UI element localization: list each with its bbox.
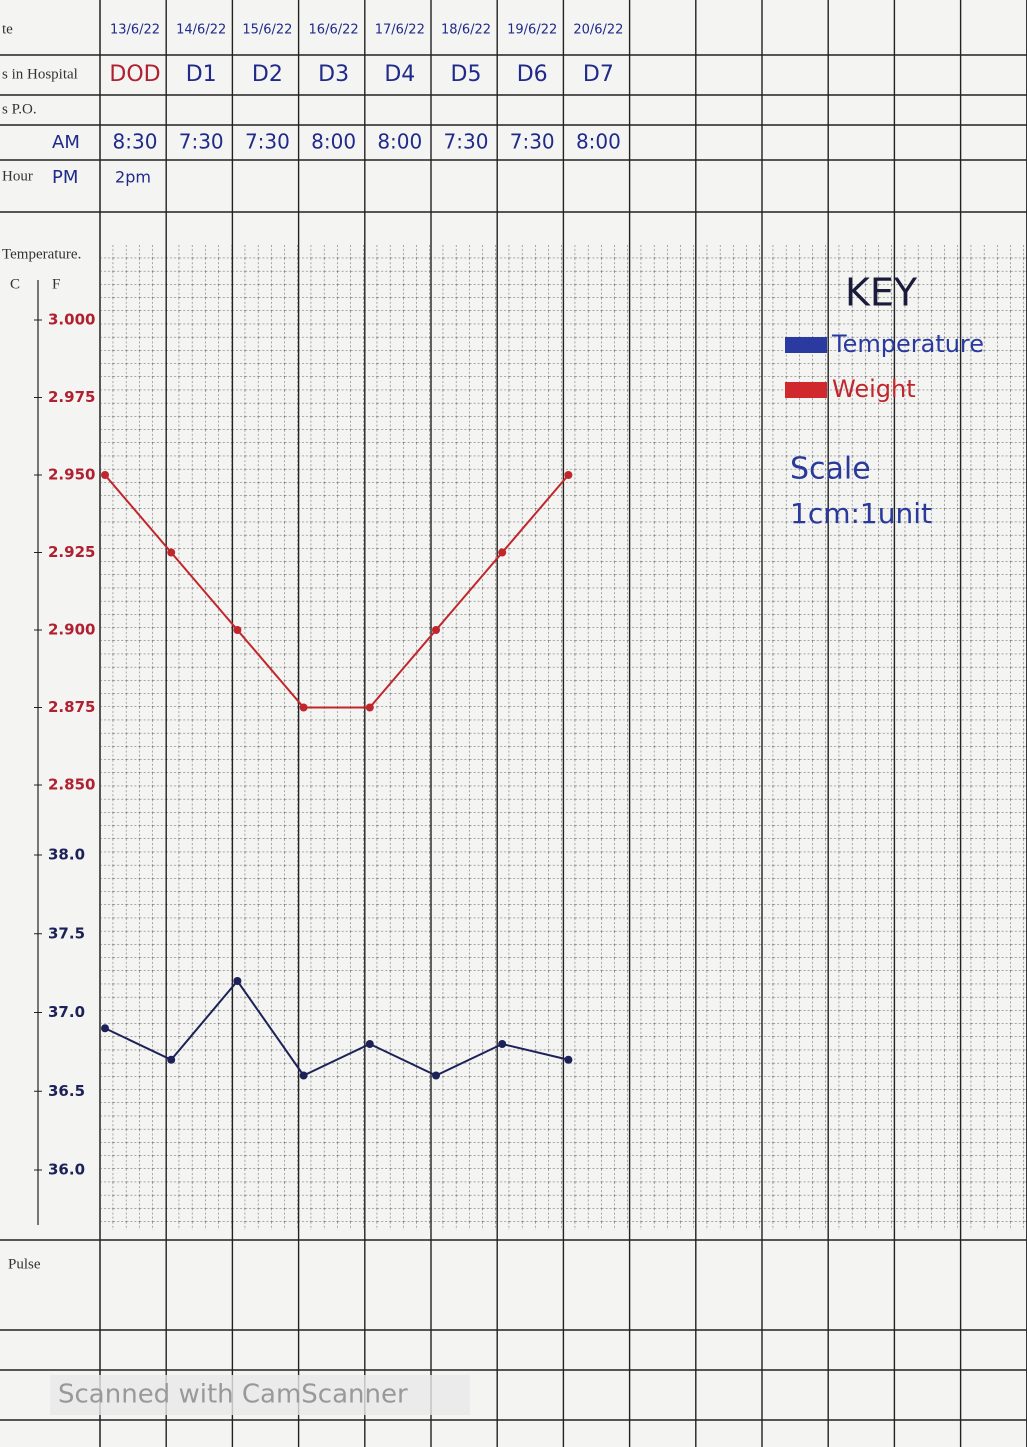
key-title: KEY [845,271,918,315]
watermark: Scanned with CamScanner [58,1380,408,1410]
point [432,1071,440,1080]
point [233,626,242,634]
point [101,471,109,479]
scale-title: Scale [790,452,871,487]
y-tick-label: 38.0 [48,846,85,864]
legend-label: Temperature [831,330,984,358]
y-tick-label: 37.5 [48,924,85,942]
day: D4 [384,62,415,87]
row-label: te [2,21,13,37]
date: 13/6/22 [110,23,160,38]
y-tick-label: 2.925 [48,543,95,561]
date: 19/6/22 [507,23,557,38]
point [564,471,573,479]
point [564,1055,573,1064]
y-tick-label: 36.0 [48,1161,85,1179]
hour-label: PM [52,167,78,188]
date: 17/6/22 [375,23,425,38]
pulse-label: Pulse [8,1256,41,1272]
point [365,703,374,712]
y-tick-label: 37.0 [48,1003,85,1021]
point [233,977,242,985]
am-time: 7:30 [179,130,224,154]
date: 18/6/22 [441,23,491,38]
y-tick-label: 36.5 [48,1082,85,1100]
day: D6 [517,62,548,87]
day: D3 [318,62,349,87]
am-time: 8:00 [377,130,422,154]
point [167,548,176,557]
axis-unit: F [52,276,60,292]
point [498,1040,507,1048]
date: 14/6/22 [176,23,226,38]
am-time: 7:30 [444,130,489,154]
point [432,626,440,634]
watermark-bg [50,1375,470,1415]
series-line [104,979,569,1077]
legend-swatch [785,382,827,398]
y-tick-label: 2.950 [48,466,95,484]
point [299,1071,308,1080]
axis-title: Temperature. [2,246,81,262]
pm-time: 2pm [115,168,151,187]
row-label: s P.O. [2,101,37,117]
series-line [104,474,570,709]
axis-unit: C [10,276,20,292]
row-label: s in Hospital [2,66,78,82]
date: 15/6/22 [242,23,292,38]
am-time: 7:30 [510,130,555,154]
am-time: 8:00 [311,130,356,154]
y-tick-label: 2.975 [48,388,95,406]
date: 20/6/22 [573,23,623,38]
scale-text: 1cm:1unit [790,497,932,530]
y-tick-label: 2.900 [48,621,95,639]
y-tick-label: 2.850 [48,776,95,794]
legend-label: Weight [832,375,916,403]
am-time: 8:30 [113,130,158,154]
am-time: 7:30 [245,130,290,154]
day: D2 [252,62,283,87]
point [101,1024,109,1033]
legend-swatch [785,337,827,353]
day: D7 [583,62,614,87]
date: 16/6/22 [309,23,359,38]
point [299,703,308,712]
row-label: Hour [2,168,33,184]
day: D5 [451,62,482,87]
hour-label: AM [52,132,80,153]
y-tick-label: 2.875 [48,698,95,716]
day: DOD [109,62,160,87]
day: D1 [186,62,217,87]
point [365,1040,374,1048]
point [498,548,507,557]
y-tick-label: 3.000 [48,311,95,329]
am-time: 8:00 [576,130,621,154]
column-lines [165,0,1027,1447]
point [167,1055,176,1064]
